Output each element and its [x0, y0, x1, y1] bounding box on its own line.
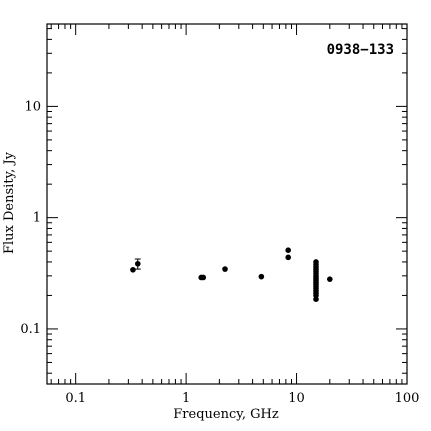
tick-labels: 0.1 1 10 100 0.1 1 10 — [20, 99, 419, 406]
data-point — [285, 247, 291, 254]
y-tick-label: 1 — [33, 211, 41, 226]
axis-ticks — [47, 24, 408, 384]
chart-title: 0938−133 — [327, 42, 394, 58]
plot-frame — [46, 23, 408, 385]
data-point — [134, 260, 141, 267]
y-tick-label: 10 — [24, 99, 41, 114]
x-tick-label: 1 — [182, 391, 190, 406]
data-point — [130, 266, 136, 273]
data-point — [327, 276, 333, 282]
y-tick-label: 0.1 — [20, 322, 41, 337]
data-point — [222, 266, 228, 272]
x-tick-label: 0.1 — [65, 391, 86, 406]
x-axis-label: Frequency, GHz — [173, 407, 279, 422]
data-point — [200, 274, 207, 281]
data-point — [258, 273, 265, 280]
data-points — [130, 247, 333, 303]
x-tick-label: 100 — [395, 391, 420, 406]
data-point — [285, 254, 291, 261]
x-tick-label: 10 — [288, 391, 305, 406]
y-axis-label: Flux Density, Jy — [2, 151, 17, 254]
data-point — [313, 296, 319, 303]
plot-border — [46, 23, 408, 385]
